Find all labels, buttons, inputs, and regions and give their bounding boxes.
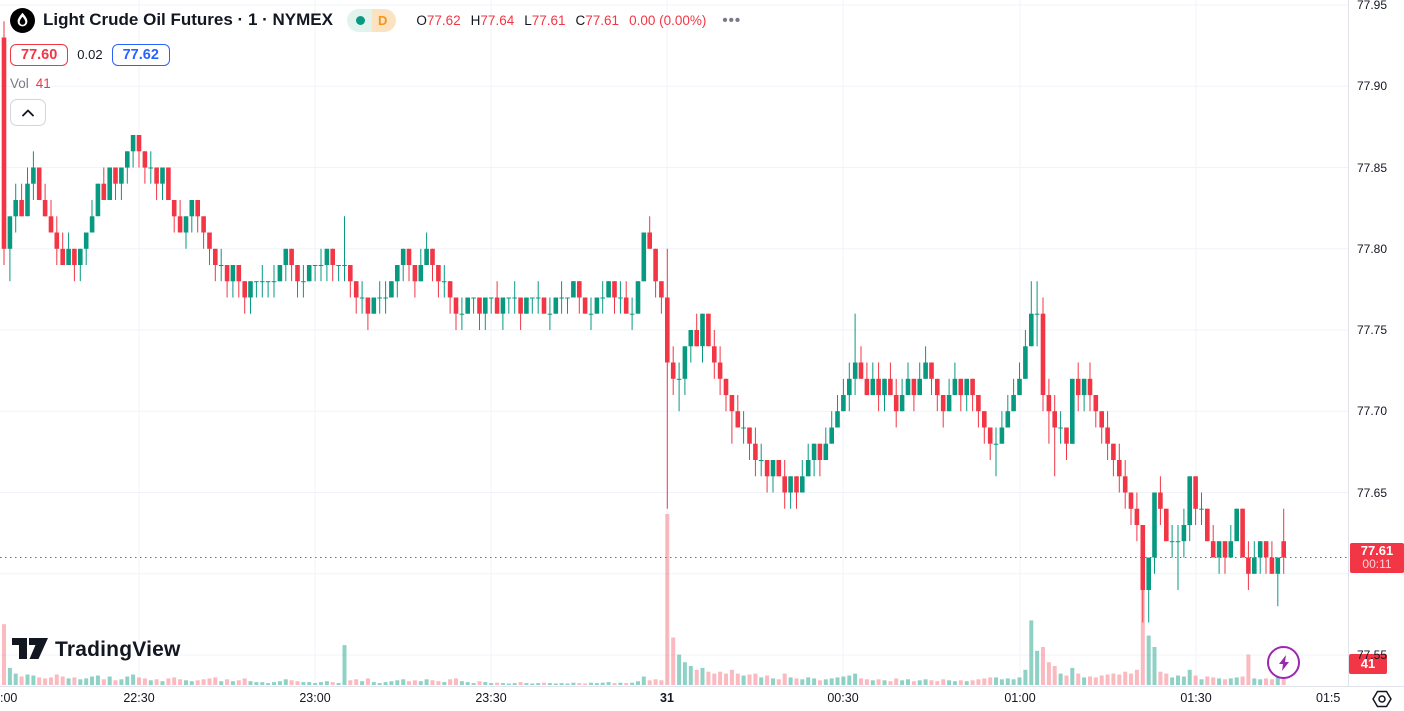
ask-price-button[interactable]: 77.62 [111, 43, 170, 66]
tradingview-watermark: TradingView [12, 638, 181, 662]
chevron-up-icon [22, 109, 34, 116]
price-axis-label: 77.95 [1357, 0, 1388, 12]
last-price-value: 77.61 [1360, 542, 1394, 558]
price-chart-pane[interactable]: Light Crude Oil Futures · 1 · NYMEX D O7… [0, 0, 1348, 686]
time-axis-label: 31 [660, 691, 674, 705]
tradingview-logo-icon [12, 638, 48, 659]
time-axis-label: :00 [0, 691, 18, 705]
price-axis-label: 77.90 [1357, 79, 1388, 94]
ohlc-values: O77.62 H77.64 L77.61 C77.61 0.00 (0.00%) [416, 12, 707, 28]
lightning-bolt-icon [1278, 654, 1289, 671]
symbol-logo-oil-drop-icon [10, 7, 35, 33]
change-value: 0.00 (0.00%) [629, 12, 707, 28]
delayed-badge-label: D [377, 12, 388, 28]
instant-order-button[interactable] [1267, 646, 1300, 679]
more-options-icon[interactable]: ••• [722, 11, 742, 29]
bid-price-button[interactable]: 77.60 [10, 43, 69, 66]
delayed-data-badge: D [371, 8, 397, 32]
price-axis-label: 77.55 [1357, 648, 1388, 662]
volume-axis-badge: 41 [1349, 654, 1387, 674]
time-axis-label: 01:5 [1316, 691, 1341, 705]
chart-legend: Light Crude Oil Futures · 1 · NYMEX D O7… [10, 6, 741, 126]
spread-value: 0.02 [77, 47, 103, 62]
time-axis[interactable]: :00 22:30 23:00 23:30 31 00:30 01:00 01:30 01:5 [0, 686, 1404, 711]
time-axis-label: 23:00 [299, 691, 331, 705]
market-open-status [346, 8, 372, 32]
time-axis-label: 00:30 [827, 691, 859, 705]
candlestick-chart-canvas[interactable] [0, 0, 1348, 686]
collapse-legend-button[interactable] [10, 99, 46, 126]
close-value: 77.61 [585, 12, 620, 28]
symbol-title[interactable]: Light Crude Oil Futures · 1 · NYMEX [43, 10, 333, 29]
price-axis-label: 77.85 [1357, 160, 1388, 175]
last-price-label: 77.61 00:11 [1350, 542, 1404, 573]
price-axis-label: 77.75 [1357, 323, 1388, 337]
hexagon-eye-icon [1372, 690, 1392, 708]
time-axis-label: 22:30 [123, 691, 155, 705]
time-axis-label: 01:30 [1180, 691, 1212, 705]
volume-legend-label: Vol [10, 76, 29, 91]
price-axis[interactable]: 77.61 00:11 41 77.95 77.90 77.85 77.80 77.75… [1348, 0, 1404, 686]
timezone-settings-button[interactable] [1368, 689, 1396, 709]
market-status-pill[interactable]: D [346, 8, 397, 32]
open-value: 77.62 [426, 12, 461, 28]
market-status-dot-icon [355, 15, 365, 25]
tradingview-wordmark: TradingView [55, 638, 181, 661]
price-axis-label: 77.80 [1357, 241, 1388, 256]
price-axis-label: 77.70 [1357, 404, 1388, 419]
bar-countdown: 00:11 [1362, 557, 1392, 572]
volume-legend-value: 41 [35, 76, 51, 91]
price-axis-label: 77.65 [1357, 485, 1388, 500]
time-axis-label: 23:30 [475, 691, 507, 705]
time-axis-label: 01:00 [1004, 691, 1036, 705]
low-value: 77.61 [531, 12, 566, 28]
high-value: 77.64 [480, 12, 515, 28]
